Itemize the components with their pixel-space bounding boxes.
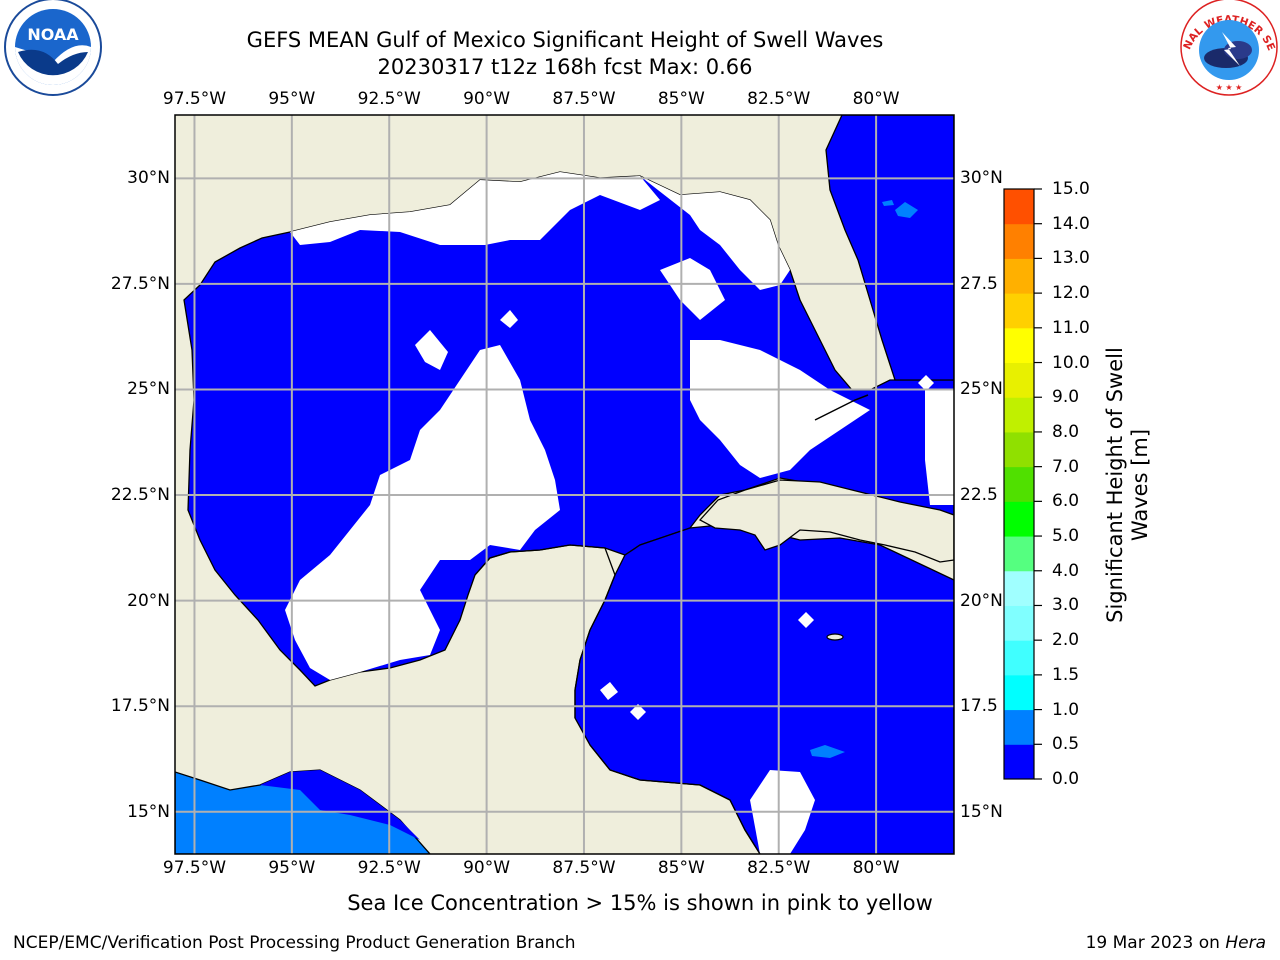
colorbar-tick-label: 11.0	[1052, 317, 1090, 338]
map-title: GEFS MEAN Gulf of Mexico Significant Hei…	[246, 28, 884, 52]
colorbar-segment	[1004, 362, 1034, 398]
lon-bottom-label: 97.5°W	[162, 858, 227, 878]
map-gridlines	[175, 115, 954, 854]
colorbar-tick-label: 6.0	[1052, 491, 1080, 512]
lat-label-left: 22.5°N	[110, 485, 170, 506]
colorbar-segment	[1004, 466, 1034, 502]
colorbar-segment	[1004, 258, 1034, 294]
colorbar-tick-label: 5.0	[1052, 526, 1080, 547]
cuba-island	[698, 479, 954, 563]
pacific-dark-band	[260, 770, 420, 840]
nws-logo: NATIONAL WEATHER SERVICE ★ ★ ★	[1174, 0, 1278, 96]
colorbar-segment	[1004, 570, 1034, 606]
lon-bottom-label: 95°W	[268, 858, 316, 878]
colorbar-segment	[1004, 397, 1034, 433]
colorbar-tick-label: 0.0	[1052, 769, 1080, 789]
lat-label-left: 17.5°N	[110, 696, 170, 717]
lat-label-right: 25°N	[960, 379, 1003, 400]
colorbar-segment	[1004, 605, 1034, 641]
colorbar-segment	[1004, 536, 1034, 572]
lon-top-label: 82.5°W	[747, 89, 811, 109]
sea-ice-note: Sea Ice Concentration > 15% is shown in …	[347, 891, 933, 915]
colorbar-tick-label: 1.5	[1052, 664, 1080, 685]
swell-patch-small	[882, 200, 894, 206]
colorbar-segment	[1004, 501, 1034, 537]
colorbar-tick-label: 4.0	[1052, 560, 1080, 581]
colorbar-segment	[1004, 744, 1034, 780]
footer-date: 19 Mar 2023 on Hera	[1086, 933, 1266, 953]
colorbar-tick-label: 7.0	[1052, 456, 1080, 477]
colorbar-segment	[1004, 223, 1034, 259]
yucatan-coastline	[474, 544, 616, 718]
lat-label-right: 20°N	[960, 590, 1003, 611]
lat-label-right: 30°N	[960, 168, 1003, 189]
lon-top-label: 92.5°W	[357, 89, 421, 109]
swell-patch-east	[895, 202, 918, 218]
colorbar-segment	[1004, 327, 1034, 364]
lon-top-label: 90°W	[463, 89, 511, 109]
lat-label-right: 22.5	[960, 485, 998, 506]
noaa-logo-text: NOAA	[27, 25, 79, 44]
atlantic-ocean-region	[825, 115, 954, 381]
footer-host: Hera	[1225, 933, 1266, 953]
lon-top-label: 95°W	[268, 89, 316, 109]
lat-label-left: 20°N	[127, 590, 170, 611]
lon-bottom-label: 80°W	[852, 858, 900, 878]
lat-label-left: 25°N	[127, 379, 170, 400]
colorbar-tick-label: 0.5	[1052, 734, 1080, 755]
lat-label-right: 17.5	[960, 696, 998, 717]
lon-top-label: 97.5°W	[162, 89, 227, 109]
colorbar-tick-label: 13.0	[1052, 248, 1090, 269]
colorbar-tick-label: 3.0	[1052, 595, 1080, 616]
lon-bottom-label: 87.5°W	[552, 858, 616, 878]
lon-bottom-label: 82.5°W	[747, 858, 811, 878]
lon-top-label: 85°W	[657, 89, 705, 109]
lon-bottom-label: 90°W	[463, 858, 511, 878]
lon-top-label: 80°W	[852, 89, 900, 109]
lon-bottom-label: 92.5°W	[357, 858, 421, 878]
colorbar-segment	[1004, 431, 1034, 468]
lon-top-label: 87.5°W	[552, 89, 616, 109]
colorbar-tick-label: 1.0	[1052, 699, 1080, 720]
colorbar-title: Significant Height of Swell Waves [m]	[1103, 347, 1152, 623]
colorbar-segment	[1004, 709, 1034, 745]
colorbar-frame	[1003, 188, 1035, 780]
colorbar-tick-label: 8.0	[1052, 421, 1080, 442]
footer-date-text: 19 Mar 2023 on	[1085, 933, 1226, 953]
colorbar-tick-label: 10.0	[1052, 352, 1090, 373]
colorbar-tick-label: 12.0	[1052, 283, 1090, 304]
masked-regions	[285, 172, 954, 854]
svg-text:★ ★ ★: ★ ★ ★	[1216, 83, 1243, 92]
colorbar-tick-label: 2.0	[1052, 630, 1080, 651]
colorbar-segment	[1004, 640, 1034, 676]
florida-keys	[814, 394, 869, 421]
colorbar-segment	[1004, 674, 1034, 711]
noaa-logo: NOAA	[4, 0, 102, 96]
central-america-coastline	[589, 744, 761, 854]
lat-label-right: 15°N	[960, 801, 1003, 822]
colorbar-segment	[1004, 189, 1034, 225]
colorbar-tick-label: 15.0	[1052, 179, 1090, 199]
colorbar-tick-label: 14.0	[1052, 213, 1090, 234]
colorbar	[1004, 188, 1042, 780]
jamaica-island	[826, 633, 844, 641]
lon-bottom-label: 85°W	[657, 858, 705, 878]
colorbar-segment	[1004, 293, 1034, 329]
footer-credit: NCEP/EMC/Verification Post Processing Pr…	[13, 933, 576, 953]
map-frame	[174, 114, 955, 855]
map-subtitle: 20230317 t12z 168h fcst Max: 0.66	[377, 55, 753, 79]
swell-patch-south	[810, 745, 845, 758]
lat-label-right: 27.5	[960, 273, 998, 294]
colorbar-tick-label: 9.0	[1052, 387, 1080, 408]
lat-label-left: 30°N	[127, 168, 170, 189]
lat-label-left: 15°N	[127, 801, 170, 822]
lat-label-left: 27.5°N	[110, 273, 170, 294]
